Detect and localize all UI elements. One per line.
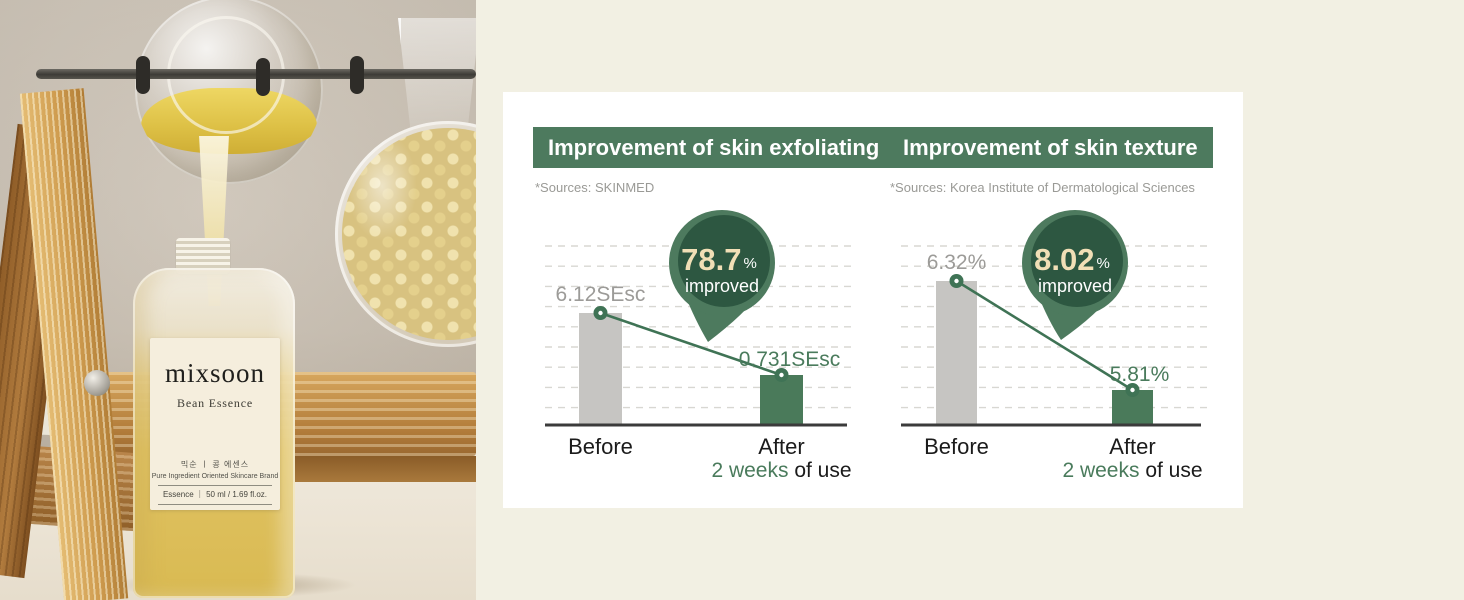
rod-clamp — [136, 56, 150, 94]
trend-line — [955, 279, 1134, 392]
chart-panel-texture: Improvement of skin texture *Sources: Ko… — [888, 127, 1218, 482]
badge-caption: improved — [1038, 276, 1112, 296]
flask-highlight — [347, 131, 417, 241]
bar-after — [760, 375, 803, 425]
product-name: Bean Essence — [177, 396, 253, 410]
bar-before — [936, 281, 977, 425]
brand-name: mixsoon — [164, 358, 265, 388]
value-label: 6.32% — [927, 251, 987, 274]
category-label: Before — [924, 434, 989, 459]
chart-panel-exfoliating: Improvement of skin exfoliating *Sources… — [533, 127, 895, 482]
marker-dot — [598, 310, 603, 316]
bottle-label: mixsoon Bean Essence 믹순 ㅣ 콩 에센스 Pure Ing… — [150, 338, 280, 510]
rod-clamp — [350, 56, 364, 94]
product-photo: mixsoon Bean Essence 믹순 ㅣ 콩 에센스 Pure Ing… — [0, 0, 476, 600]
badge-inner-circle — [1031, 215, 1123, 307]
badge-inner-circle — [678, 215, 770, 307]
bar-before — [579, 313, 622, 425]
marker-dot — [1130, 387, 1135, 393]
marker-dot — [954, 278, 959, 284]
chart-source-texture: *Sources: Korea Institute of Dermatologi… — [890, 180, 1195, 195]
glass-funnel-sphere — [135, 0, 323, 184]
chart-source-exfoliating: *Sources: SKINMED — [535, 180, 655, 195]
marker-dot — [779, 372, 784, 378]
label-spec: Essence ｜ 50 ml / 1.69 fl.oz. — [158, 485, 272, 505]
stand-bolt — [84, 370, 110, 396]
bar-chart-exfoliating: 78.7 %improved 6.12SEsc 0.731SEsc Before Afte… — [545, 210, 855, 482]
label-korean-text: 믹순 ㅣ 콩 에센스 — [180, 460, 250, 469]
clinical-results-card: Improvement of skin exfoliating *Sources… — [503, 92, 1243, 508]
rod-clamp — [256, 58, 270, 96]
badge-value: 8.02% — [1034, 242, 1110, 277]
label-tagline: Pure Ingredient Oriented Skincare Brand — [151, 473, 279, 480]
category-label: After — [1109, 434, 1155, 459]
badge-value: 78.7% — [681, 242, 757, 277]
value-label: 0.731SEsc — [739, 348, 841, 371]
trend-line — [600, 311, 782, 377]
category-sublabel: 2 weeks of use — [711, 459, 851, 482]
chart-title-texture: Improvement of skin texture — [888, 127, 1213, 168]
category-sublabel: 2 weeks of use — [1062, 459, 1202, 482]
category-label: Before — [568, 434, 633, 459]
category-label: After — [758, 434, 804, 459]
value-label: 6.12SEsc — [556, 283, 646, 306]
chart-title-exfoliating: Improvement of skin exfoliating — [533, 127, 895, 168]
badge-caption: improved — [685, 276, 759, 296]
value-label: 5.81% — [1110, 363, 1170, 386]
